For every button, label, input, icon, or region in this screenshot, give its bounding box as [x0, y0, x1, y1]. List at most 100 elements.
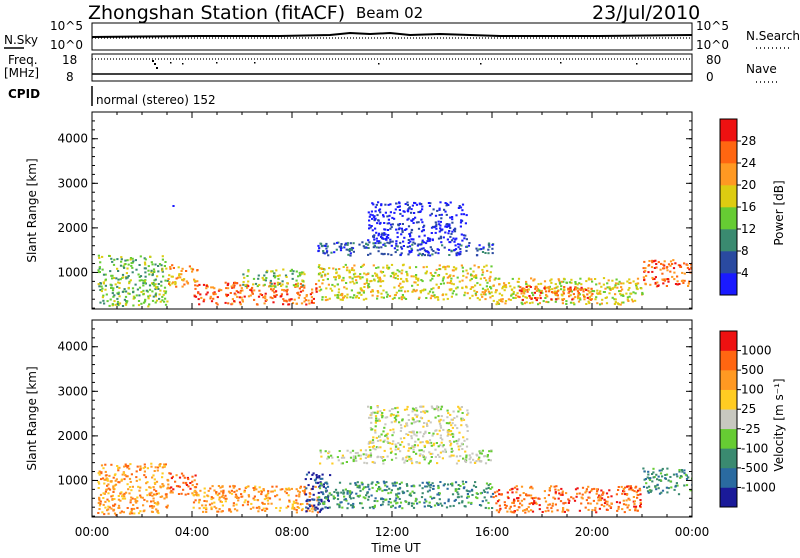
data-cell [370, 494, 373, 497]
data-cell [167, 479, 170, 482]
data-cell [316, 507, 319, 510]
colorbar-tick-label: 8 [741, 244, 749, 258]
data-cell [108, 474, 111, 477]
data-cell [433, 504, 437, 507]
data-cell [395, 493, 398, 496]
data-cell [516, 292, 519, 295]
data-cell [371, 461, 374, 464]
data-cell [447, 204, 450, 206]
data-cell [156, 469, 159, 472]
data-cell [309, 505, 312, 508]
data-cell [112, 486, 115, 489]
data-cell [642, 276, 645, 279]
data-cell [410, 231, 413, 234]
data-cell [529, 486, 532, 489]
data-cell [205, 287, 208, 290]
data-cell [144, 275, 147, 278]
data-cell [584, 506, 587, 509]
data-cell [297, 506, 301, 509]
data-cell [118, 302, 121, 305]
data-cell [154, 286, 157, 289]
data-cell [319, 484, 322, 487]
data-cell [299, 486, 302, 489]
data-cell [142, 510, 145, 513]
nave-dropouts [152, 60, 638, 69]
x-tick-label: 08:00 [275, 525, 310, 539]
data-cell [655, 488, 658, 491]
data-cell [632, 291, 635, 294]
data-cell [513, 286, 516, 289]
data-cell [350, 246, 353, 249]
data-cell [457, 410, 460, 413]
colorbar-tick-label: 4 [741, 266, 749, 280]
data-cell [172, 488, 175, 491]
data-cell [403, 425, 407, 428]
data-cell [274, 495, 277, 498]
colorbar-swatch [720, 331, 737, 351]
data-cell [344, 488, 347, 491]
data-cell [320, 482, 323, 485]
data-cell [421, 239, 424, 242]
data-cell [234, 496, 237, 499]
data-cell [396, 406, 399, 409]
data-cell [372, 507, 375, 510]
data-cell [419, 431, 422, 434]
data-cell [129, 257, 133, 259]
data-cell [392, 431, 395, 434]
data-cell [231, 286, 234, 289]
data-cell [605, 296, 608, 299]
data-cell [355, 459, 358, 462]
data-cell [120, 478, 123, 481]
data-cell [412, 222, 415, 224]
data-cell [193, 479, 196, 482]
data-cell [439, 408, 443, 411]
data-cell [369, 427, 372, 429]
data-cell [399, 501, 403, 504]
data-cell [431, 434, 434, 437]
data-cell [391, 240, 394, 243]
data-cell [394, 445, 398, 448]
y-tick-label: 4000 [57, 132, 88, 146]
data-cell [313, 508, 316, 511]
data-cell [676, 484, 679, 487]
data-cell [235, 503, 238, 506]
data-cell [437, 237, 441, 240]
data-cell [481, 287, 485, 290]
data-cell [591, 290, 594, 292]
data-cell [191, 270, 194, 273]
data-cell [562, 298, 566, 300]
data-cell [348, 271, 351, 274]
data-cell [111, 494, 114, 497]
data-cell [407, 433, 410, 436]
data-cell [550, 278, 553, 281]
data-cell [365, 297, 368, 300]
data-cell [391, 442, 394, 445]
data-cell [320, 288, 323, 291]
data-cell [167, 486, 170, 489]
data-cell [644, 269, 647, 272]
data-cell [380, 236, 383, 238]
data-cell [340, 456, 344, 459]
data-cell [384, 245, 387, 247]
data-cell [405, 456, 408, 459]
data-cell [422, 425, 425, 428]
data-cell [466, 430, 469, 432]
data-cell [252, 283, 255, 286]
data-cell [341, 294, 344, 297]
data-cell [176, 276, 180, 279]
data-cell [454, 244, 457, 247]
data-cell [374, 415, 378, 418]
data-cell [228, 491, 232, 494]
data-cell [162, 484, 165, 487]
data-cell [139, 465, 142, 468]
data-cell [420, 247, 423, 250]
data-cell [604, 287, 607, 290]
data-cell [180, 472, 184, 475]
data-cell [335, 272, 338, 275]
data-cell [437, 252, 440, 255]
data-cell [386, 436, 389, 439]
data-cell [182, 488, 185, 491]
data-cell [379, 439, 382, 442]
data-cell [267, 496, 270, 499]
data-cell [367, 247, 370, 249]
